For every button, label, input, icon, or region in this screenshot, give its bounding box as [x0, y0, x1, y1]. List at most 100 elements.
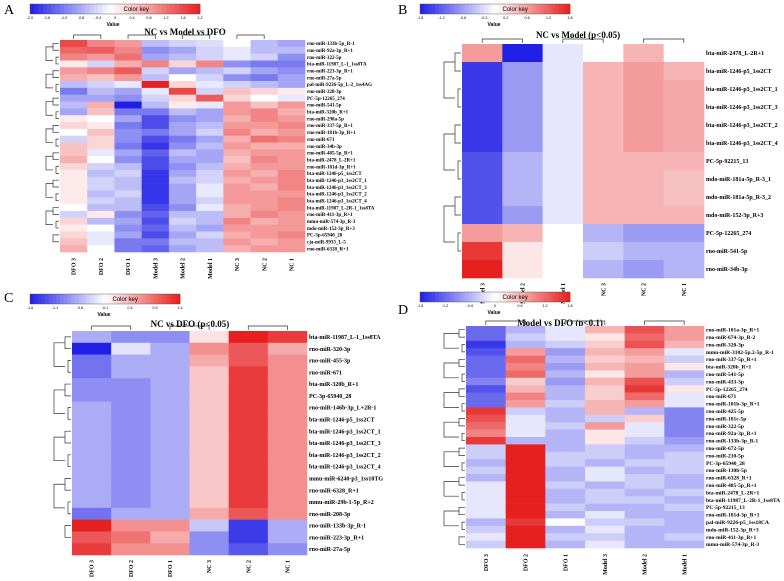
dendro-branch	[91, 325, 132, 330]
heatmap-cell	[223, 46, 251, 54]
heatmap-cell	[111, 413, 151, 426]
dendro-branch	[443, 392, 459, 408]
dendro-branch	[169, 325, 210, 330]
heatmap-cell	[72, 496, 112, 509]
heatmap-cell	[87, 169, 115, 178]
row-label: rno-miR-92a-3p_R+1	[307, 49, 353, 54]
heatmap-cell	[228, 484, 269, 497]
heatmap-cell	[277, 245, 306, 253]
heatmap-cell	[502, 98, 543, 117]
dendro-branch	[461, 492, 465, 501]
column-label: NC 3	[601, 283, 607, 296]
heatmap-cell	[60, 231, 88, 239]
row-label: bta-miR-1246-p5_1ss2CT	[706, 69, 772, 75]
heatmap-cell	[250, 94, 279, 102]
heatmap-cell	[228, 519, 269, 532]
heatmap-cell	[277, 53, 306, 61]
heatmap-cell	[228, 425, 269, 438]
heatmap-cell	[267, 425, 308, 438]
heatmap-cell	[141, 197, 170, 205]
heatmap-cell	[196, 204, 224, 212]
color-key-swatch	[81, 4, 86, 14]
heatmap-cell	[624, 429, 665, 438]
color-key-tick: 0.6	[525, 16, 530, 20]
heatmap-cell	[250, 74, 279, 82]
color-key-swatch	[532, 292, 537, 302]
heatmap-cell	[664, 533, 705, 541]
heatmap-cell	[111, 460, 151, 473]
color-key-swatch	[102, 4, 107, 14]
heatmap-cell	[585, 385, 625, 393]
heatmap-cell	[114, 169, 142, 178]
heatmap-cell	[168, 217, 197, 225]
heatmap-cell	[60, 40, 88, 48]
color-key-swatch	[502, 292, 507, 302]
heatmap-cell	[583, 206, 624, 225]
heatmap-cell	[87, 163, 115, 171]
heatmap-cell	[150, 472, 190, 485]
heatmap-cell	[196, 245, 224, 253]
heatmap-cell	[60, 238, 88, 246]
heatmap-cell	[624, 444, 665, 453]
row-label: rno-miR-181d-3p_R+1	[307, 165, 356, 170]
heatmap-cell	[168, 108, 197, 116]
heatmap-cell	[196, 128, 224, 137]
heatmap-cell	[189, 484, 229, 497]
color-key-swatch	[30, 294, 35, 304]
heatmap-cell	[168, 128, 197, 137]
column-label: NC 3	[207, 560, 213, 573]
heatmap-cell	[87, 108, 115, 116]
heatmap-cell	[583, 98, 624, 117]
row-label: bta-miR-1246-p3_1ss2CT_2	[307, 193, 367, 198]
row-label: rno-miR-101b-3p_R+1	[706, 402, 760, 408]
heatmap-cell	[624, 326, 665, 334]
heatmap-cell	[585, 370, 625, 379]
heatmap-cell	[223, 128, 251, 137]
heatmap-cell	[545, 355, 586, 364]
heatmap-cell	[250, 60, 279, 68]
color-key-tick: 0.8	[146, 16, 151, 20]
color-key-swatch	[112, 294, 117, 304]
column-label: NC 2	[246, 560, 252, 573]
color-key-swatch	[536, 4, 541, 14]
row-label: bta-miR-1246-p5_1ss2CT	[307, 172, 362, 177]
heatmap-cells	[466, 326, 705, 549]
row-label: mmu-miR-574-3p_R-3	[307, 220, 356, 225]
heatmap-cell	[228, 448, 269, 461]
heatmap-cell	[462, 242, 503, 261]
column-label: DFO 1	[168, 560, 174, 577]
heatmap-cell	[663, 98, 705, 117]
color-key-tick: -2.0	[27, 16, 34, 20]
dendro-branch	[53, 436, 65, 462]
heatmap-cell	[87, 101, 115, 109]
heatmap-cell	[250, 101, 279, 109]
dendro-branch	[458, 329, 465, 338]
color-key-tick: 1.8	[567, 304, 572, 308]
dendro-branch	[236, 34, 265, 39]
color-key-swatch	[483, 4, 488, 14]
heatmap-cell	[250, 197, 279, 205]
heatmap-cell	[72, 413, 112, 426]
heatmap-cell	[267, 484, 308, 497]
column-label: NC 3	[235, 258, 241, 271]
heatmap-cell	[223, 190, 251, 198]
column-label: DFO 3	[90, 560, 96, 577]
heatmap-cell	[277, 163, 306, 171]
dendro-branch	[45, 210, 53, 225]
heatmap-cell	[87, 183, 115, 191]
heatmap-cell	[624, 533, 665, 541]
dendro-branch	[55, 84, 59, 92]
heatmap-cell	[228, 389, 269, 403]
heatmap-cell	[114, 204, 142, 212]
heatmap-cell	[585, 511, 625, 519]
heatmap-cell	[223, 40, 251, 48]
heatmap-cell	[60, 74, 88, 82]
heatmap-cell	[168, 210, 197, 219]
heatmap-cell	[623, 242, 664, 261]
heatmap-cell	[141, 67, 170, 75]
heatmap-cell	[462, 152, 503, 171]
color-key-tick: -0.1	[102, 306, 109, 310]
color-key-frame	[419, 3, 571, 15]
heatmap-cell	[111, 531, 151, 544]
